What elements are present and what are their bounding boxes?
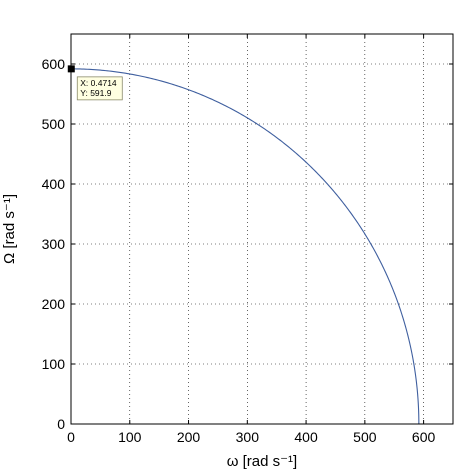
y-axis-label: Ω [rad s⁻¹] — [1, 194, 18, 264]
ticks: 0 100 200 300 400 500 600 0 100 200 300 400 500 600 — [42, 34, 453, 445]
y-tick-label: 100 — [42, 356, 66, 372]
series-layer — [71, 68, 420, 425]
datatip-box — [76, 76, 123, 101]
x-axis-label: ω [rad s⁻¹] — [227, 453, 297, 470]
x-tick-label: 600 — [412, 429, 436, 445]
datatip-x-text: X: 0.4714 — [80, 78, 117, 88]
y-tick-label: 0 — [57, 416, 65, 432]
x-tick-label: 300 — [236, 429, 260, 445]
y-tick-label: 200 — [42, 296, 66, 312]
datatip-y-text: Y: 591.9 — [80, 88, 111, 98]
x-tick-label: 400 — [294, 429, 318, 445]
y-tick-label: 500 — [42, 116, 66, 132]
datatip-marker[interactable] — [67, 65, 75, 73]
plot-area — [71, 34, 453, 424]
plot-frame — [70, 33, 454, 425]
y-tick-label: 300 — [42, 236, 66, 252]
x-tick-label: 500 — [353, 429, 377, 445]
series-line — [71, 68, 420, 425]
x-tick-label: 0 — [67, 429, 75, 445]
y-tick-label: 400 — [42, 176, 66, 192]
datatip[interactable]: X: 0.4714 Y: 591.9 — [67, 65, 123, 101]
y-tick-label: 600 — [42, 56, 66, 72]
x-tick-label: 200 — [177, 429, 201, 445]
grid — [71, 34, 453, 424]
x-tick-label: 100 — [118, 429, 142, 445]
